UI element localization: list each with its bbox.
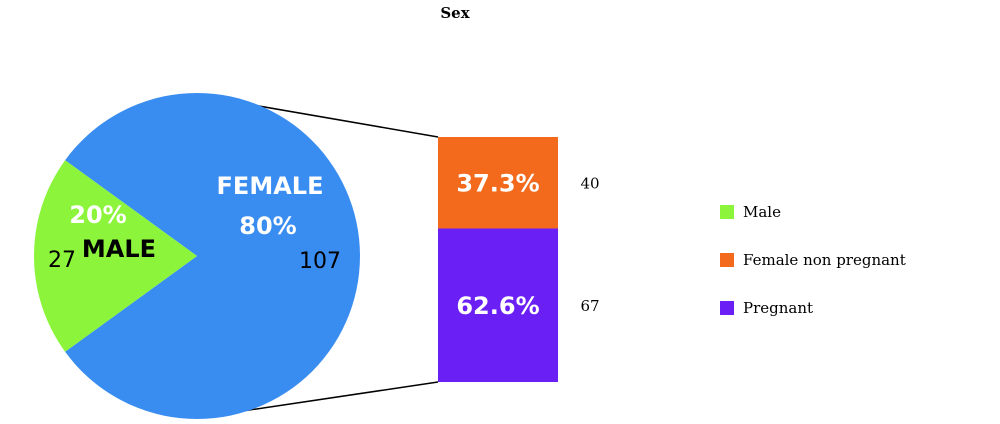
bar-label-female_non_pregnant-percent: 37.3% (456, 170, 539, 198)
pie-label-male-count: 27 (48, 248, 76, 273)
pie-label-female-percent: 80% (239, 212, 296, 240)
pie-label-female-name: FEMALE (217, 172, 324, 200)
bar-label-pregnant-percent: 62.6% (456, 292, 539, 320)
bar-label-pregnant-count: 67 (580, 297, 599, 315)
pie-slice-male (34, 160, 197, 352)
legend: Male Female non pregnant Pregnant (720, 203, 906, 317)
pie-slice-female (65, 92, 361, 419)
legend-label-pregnant: Pregnant (743, 299, 813, 317)
pie-label-female-count: 107 (299, 249, 341, 274)
legend-label-male: Male (743, 203, 781, 221)
pie-label-male-name: MALE (82, 235, 156, 263)
legend-swatch-male (720, 205, 734, 219)
bar-segment-female_non_pregnant (438, 137, 558, 229)
breakdown-bar: 37.3% 40 62.6% 67 (438, 137, 600, 382)
bar-segment-pregnant (438, 228, 558, 382)
legend-label-female-non-pregnant: Female non pregnant (743, 251, 906, 269)
pie-label-male-percent: 20% (69, 201, 126, 229)
connector-line-bottom (235, 381, 439, 413)
legend-swatch-female-non-pregnant (720, 253, 734, 267)
legend-swatch-pregnant (720, 301, 734, 315)
chart-title: Sex (440, 4, 470, 22)
bar-label-female_non_pregnant-count: 40 (580, 175, 599, 193)
